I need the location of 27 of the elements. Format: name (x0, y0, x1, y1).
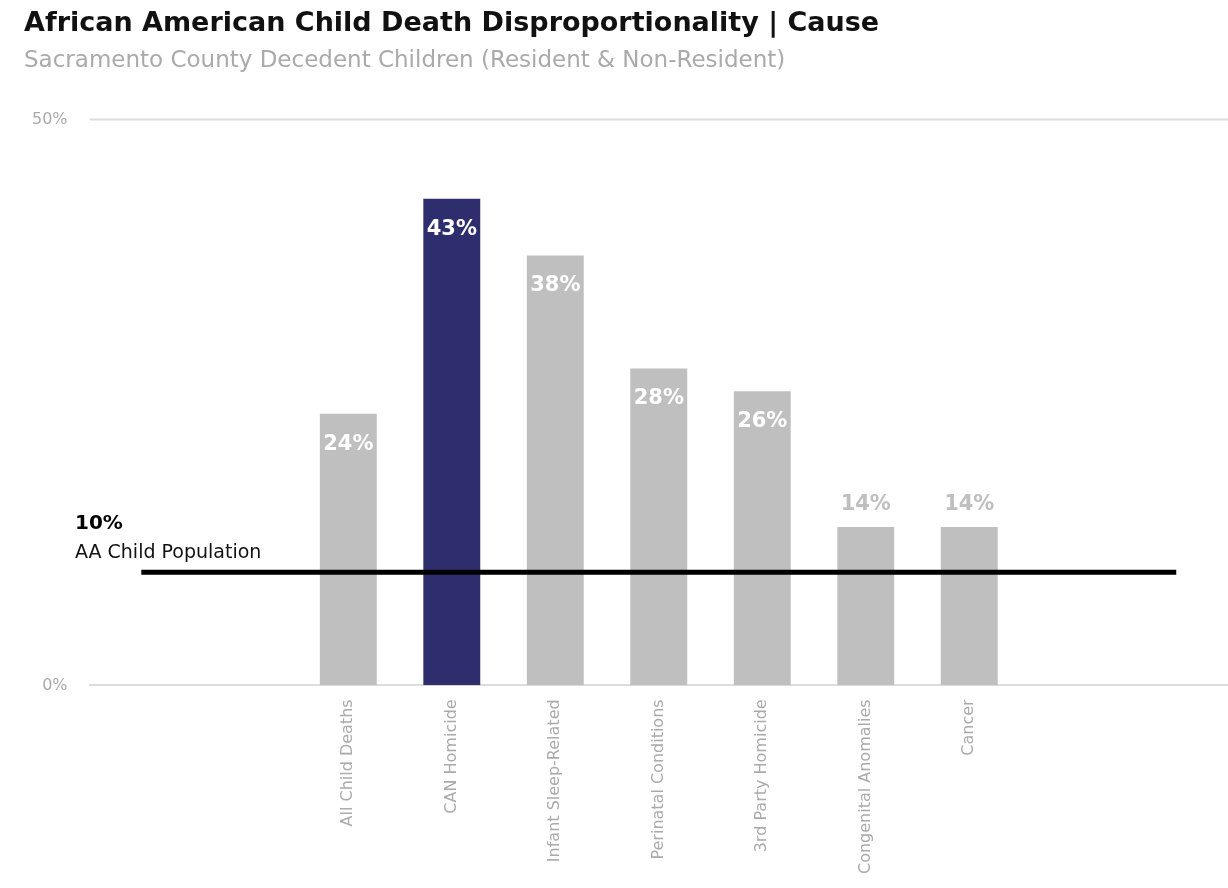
data-label: 14% (944, 490, 995, 515)
y-tick-label: 0% (42, 674, 68, 694)
x-tick-label: CAN Homicide (440, 699, 460, 814)
data-label: 14% (840, 490, 891, 515)
bar (733, 391, 791, 686)
x-tick-label: Congenital Anomalies (854, 699, 874, 875)
data-label: 43% (426, 215, 477, 240)
data-label: 38% (530, 272, 581, 297)
chart-title: African American Child Death Disproportionality | Cause (24, 6, 880, 37)
annotation: 10% (75, 510, 123, 535)
x-tick-label: Perinatal Conditions (647, 699, 667, 860)
bar (526, 255, 584, 686)
bar (630, 368, 688, 686)
bar (837, 526, 895, 686)
y-tick-label: 50% (32, 108, 68, 128)
bar (319, 413, 377, 686)
data-label: 28% (633, 385, 684, 410)
chart-subtitle: Sacramento County Decedent Children (Resident & Non-Resident) (24, 46, 786, 72)
x-tick-label: Infant Sleep-Related (544, 699, 564, 863)
bar (423, 198, 481, 686)
x-tick-label: 3rd Party Homicide (751, 699, 771, 853)
data-label: 26% (737, 408, 788, 433)
x-tick-label: Cancer (958, 698, 978, 756)
bar (940, 526, 998, 686)
x-tick-label: All Child Deaths (337, 699, 357, 827)
ref-line-label: AA Child Population (75, 539, 262, 562)
data-label: 24% (323, 430, 374, 455)
